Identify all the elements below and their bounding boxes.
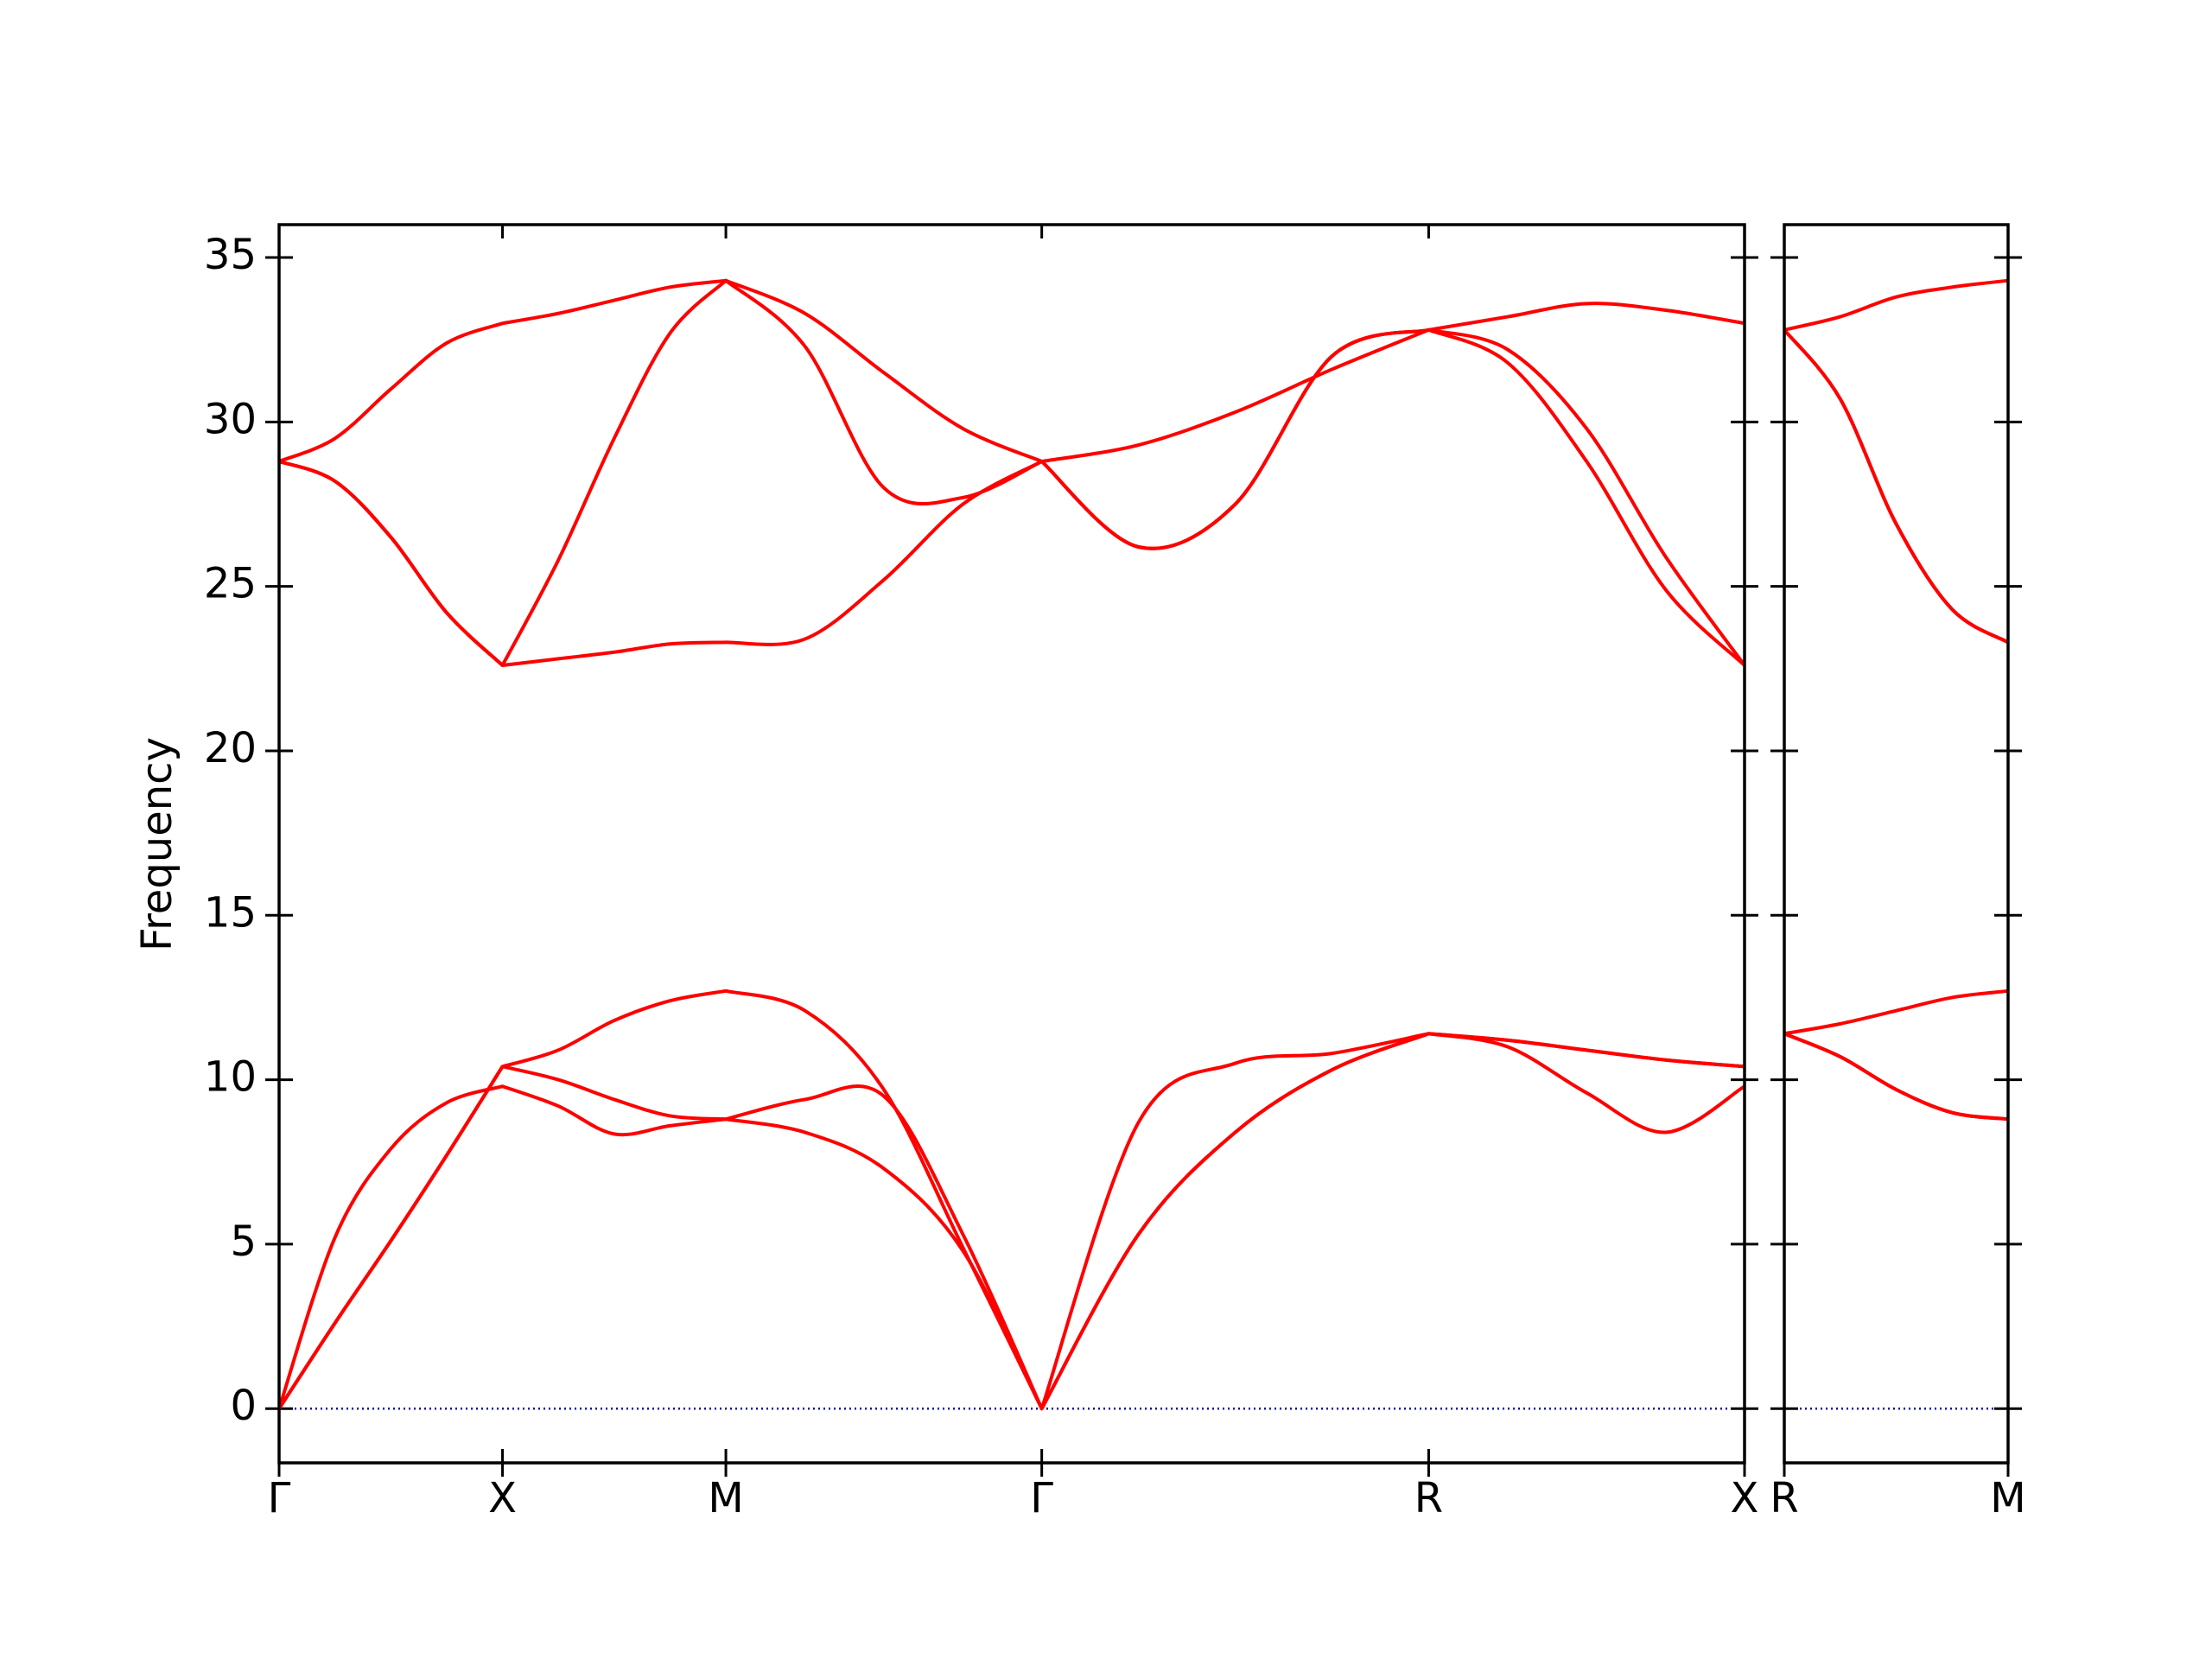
y-tick-label: 0 [230, 1382, 257, 1430]
band-line [1783, 988, 2009, 1036]
band-line [278, 278, 1746, 668]
band-line [277, 1032, 1746, 1411]
y-axis-label: Frequency [133, 737, 181, 951]
x-tick-label: R [1770, 1474, 1798, 1522]
band-line [278, 278, 1745, 464]
band-line [277, 1032, 1745, 1411]
y-tick-label: 5 [230, 1217, 257, 1266]
x-tick-label: R [1414, 1474, 1443, 1522]
y-tick-label: 30 [204, 395, 257, 443]
x-tick-label: Γ [268, 1474, 291, 1522]
x-tick-label: X [488, 1474, 517, 1522]
y-tick-label: 35 [204, 231, 257, 279]
plot-frame [1783, 223, 2010, 1465]
x-tick-label: Γ [1030, 1474, 1053, 1522]
band-line [277, 988, 1745, 1411]
band-line [278, 327, 1746, 668]
x-tick-label: M [708, 1474, 743, 1522]
band-line [1783, 278, 2009, 332]
y-tick-label: 20 [204, 724, 257, 772]
y-tick-label: 10 [204, 1053, 257, 1102]
band-line [1783, 1032, 2009, 1122]
y-tick-label: 15 [204, 888, 257, 937]
plot-frame [277, 223, 1746, 1465]
band-line [1783, 328, 2010, 645]
band-line [1783, 328, 2010, 645]
y-tick-label: 25 [204, 560, 257, 608]
x-tick-label: M [1990, 1474, 2025, 1522]
x-tick-label: X [1731, 1474, 1759, 1522]
